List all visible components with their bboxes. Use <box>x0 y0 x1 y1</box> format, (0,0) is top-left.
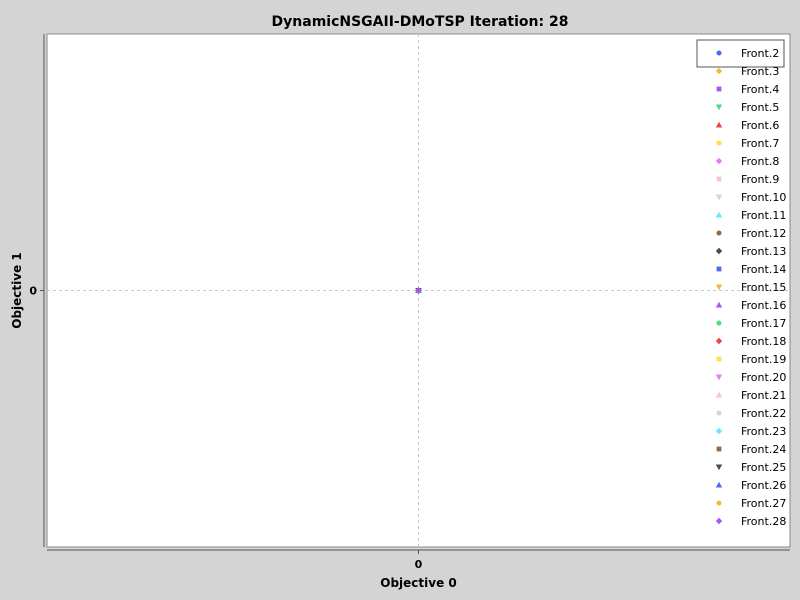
legend-entry: Front.9 <box>741 173 779 186</box>
legend-entry: Front.15 <box>741 281 786 294</box>
legend-entry: Front.12 <box>741 227 786 240</box>
chart-title: DynamicNSGAII-DMoTSP Iteration: 28 <box>271 14 569 30</box>
legend-entry: Front.8 <box>741 155 779 168</box>
legend-entry: Front.18 <box>741 335 786 348</box>
legend-entry: Front.28 <box>741 515 786 528</box>
legend-marker <box>715 67 723 75</box>
legend-marker <box>715 211 723 218</box>
legend-marker <box>716 50 722 56</box>
legend-marker <box>715 104 723 111</box>
legend-entry: Front.27 <box>741 497 786 510</box>
legend-marker <box>715 517 723 525</box>
y-tick-label: 0 <box>29 285 37 298</box>
legend-marker <box>715 481 723 488</box>
legend-entry: Front.5 <box>741 101 779 114</box>
legend-entry: Front.21 <box>741 389 786 402</box>
legend-entry: Front.16 <box>741 299 786 312</box>
legend-entry: Front.2 <box>741 47 779 60</box>
legend-entry: Front.11 <box>741 209 786 222</box>
legend-marker <box>716 140 722 146</box>
legend-entry: Front.13 <box>741 245 786 258</box>
legend-entry: Front.23 <box>741 425 786 438</box>
legend-entry: Front.19 <box>741 353 786 366</box>
legend-marker <box>715 391 723 398</box>
legend-marker <box>715 284 723 291</box>
legend-entry: Front.3 <box>741 65 779 78</box>
legend-marker <box>715 194 723 201</box>
legend-entry: Front.14 <box>741 263 786 276</box>
legend-box <box>696 39 785 68</box>
legend-marker <box>716 230 722 236</box>
legend-marker <box>715 121 723 128</box>
legend-entry: Front.25 <box>741 461 786 474</box>
legend-entry: Front.26 <box>741 479 786 492</box>
legend-entry: Front.6 <box>741 119 779 132</box>
x-axis-label: Objective 0 <box>380 576 457 590</box>
legend-entry: Front.10 <box>741 191 786 204</box>
legend-marker <box>715 427 723 435</box>
y-axis-label: Objective 1 <box>10 252 24 329</box>
legend-entry: Front.22 <box>741 407 786 420</box>
legend-marker <box>715 374 723 381</box>
legend-entry: Front.17 <box>741 317 786 330</box>
data-point <box>415 287 422 294</box>
legend-marker <box>716 266 722 272</box>
legend-entry: Front.24 <box>741 443 786 456</box>
legend-marker <box>715 157 723 165</box>
legend-marker <box>716 356 722 362</box>
legend-marker <box>716 410 722 416</box>
legend-marker <box>716 320 722 326</box>
legend-marker <box>715 247 723 255</box>
legend-entry: Front.4 <box>741 83 779 96</box>
legend-marker <box>716 446 722 452</box>
legend-marker <box>716 176 722 182</box>
legend-entry: Front.20 <box>741 371 786 384</box>
legend-entry: Front.7 <box>741 137 779 150</box>
legend-marker <box>716 86 722 92</box>
legend-marker <box>715 337 723 345</box>
legend-marker <box>716 500 722 506</box>
legend-marker <box>715 301 723 308</box>
x-tick-label: 0 <box>415 558 423 571</box>
legend-marker <box>715 464 723 471</box>
